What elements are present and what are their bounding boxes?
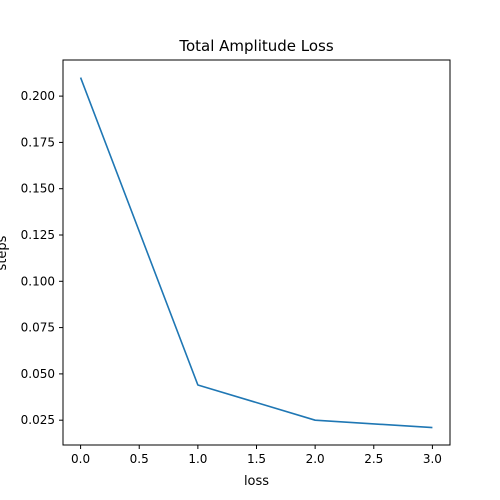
y-axis-label: steps: [0, 235, 10, 270]
x-tick-label: 1.0: [188, 452, 207, 466]
y-tick-label: 0.100: [21, 274, 55, 288]
x-tick-label: 2.5: [364, 452, 383, 466]
y-tick-label: 0.200: [21, 89, 55, 103]
x-tick-label: 0.0: [71, 452, 90, 466]
x-axis-ticks: 0.0 0.5 1.0 1.5 2.0 2.5 3.0: [71, 445, 442, 466]
series-layer: [79, 77, 433, 429]
y-tick-label: 0.025: [21, 413, 55, 427]
y-axis-ticks: 0.025 0.050 0.075 0.100 0.125 0.150 0.175 0.200: [21, 89, 63, 427]
chart-title: Total Amplitude Loss: [178, 37, 334, 55]
y-tick-label: 0.050: [21, 367, 55, 381]
x-tick-label: 1.5: [247, 452, 266, 466]
y-tick-label: 0.175: [21, 135, 55, 149]
plot-area-frame: [62, 59, 451, 446]
y-tick-label: 0.150: [21, 182, 55, 196]
x-tick-label: 0.5: [130, 452, 149, 466]
series-line-0: [79, 77, 433, 429]
x-tick-label: 3.0: [423, 452, 442, 466]
x-tick-label: 2.0: [306, 452, 325, 466]
x-axis-label: loss: [244, 474, 269, 489]
y-tick-label: 0.075: [21, 321, 55, 335]
y-tick-label: 0.125: [21, 228, 55, 242]
